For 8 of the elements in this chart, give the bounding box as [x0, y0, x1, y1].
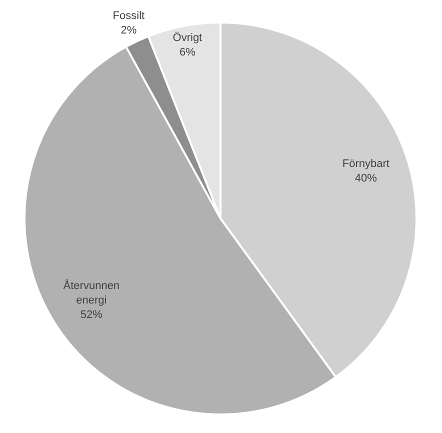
slice-label: Övrigt	[172, 31, 202, 44]
data-label: 40%	[354, 172, 378, 184]
slice-label: Återvunnen energi	[63, 279, 120, 306]
data-label: 52%	[80, 308, 103, 321]
slice-label: Förnybart	[342, 158, 390, 170]
slice-label: Fossilt	[112, 10, 145, 22]
data-label: 6%	[179, 46, 196, 58]
data-label: 2%	[120, 24, 137, 37]
